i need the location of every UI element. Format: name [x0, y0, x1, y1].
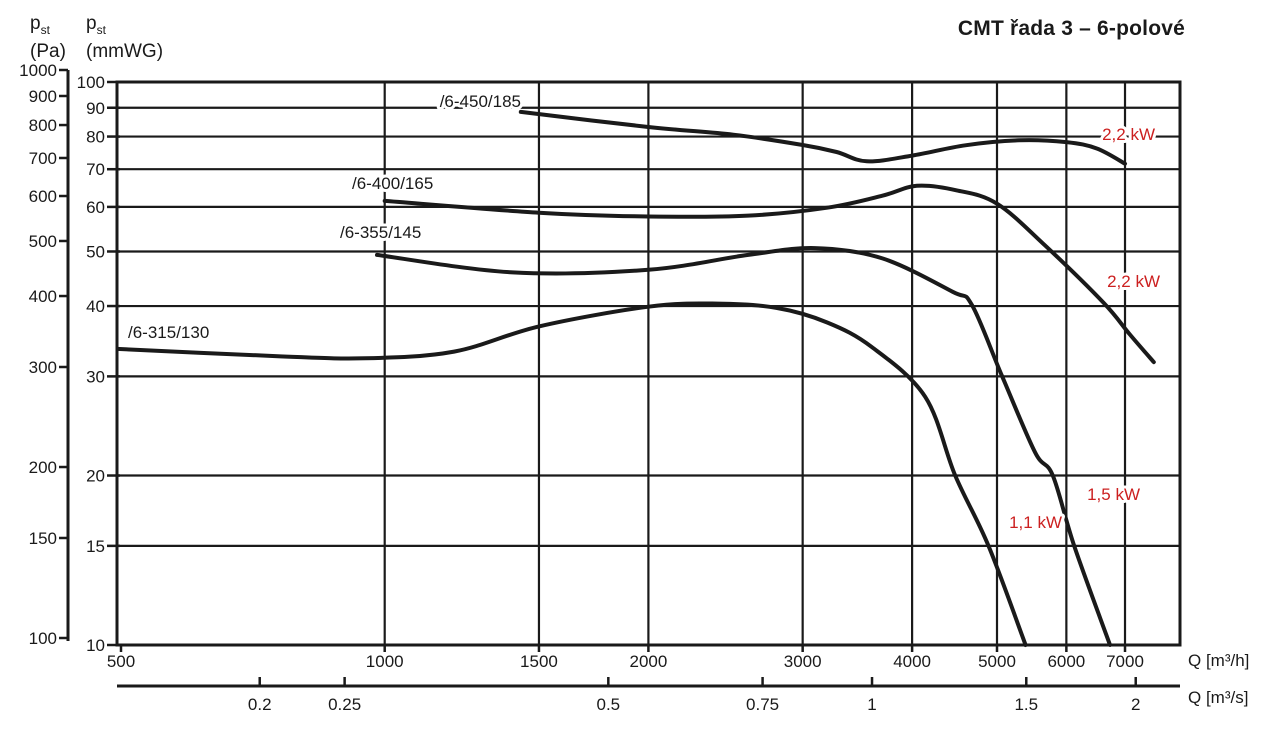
x-tick-label: 2000 — [629, 652, 667, 671]
pa-axis-unit: (Pa) — [30, 40, 66, 62]
mmwg-axis-symbol: pst — [86, 13, 106, 37]
x2-tick-label: 0.25 — [328, 695, 361, 714]
fan-curve-label: /6-355/145 — [340, 223, 421, 242]
mmwg-tick-label: 10 — [86, 636, 105, 655]
pa-axis-symbol: pst — [30, 13, 50, 37]
pa-tick-label: 100 — [29, 629, 57, 648]
x-tick-label: 3000 — [784, 652, 822, 671]
mmwg-tick-label: 50 — [86, 242, 105, 261]
x-tick-label: 1000 — [366, 652, 404, 671]
mmwg-tick-label: 100 — [77, 73, 105, 92]
x2-axis-label: Q [m³/s] — [1188, 688, 1248, 707]
x-tick-label: 5000 — [978, 652, 1016, 671]
power-label: 2,2 kW — [1102, 125, 1155, 144]
mmwg-tick-label: 60 — [86, 198, 105, 217]
pa-tick-label: 300 — [29, 358, 57, 377]
pa-tick-label: 500 — [29, 232, 57, 251]
pa-tick-label: 900 — [29, 87, 57, 106]
fan-curve — [382, 183, 1156, 365]
mmwg-tick-label: 15 — [86, 537, 105, 556]
chart-title: CMT řada 3 – 6-polové — [957, 17, 1185, 40]
x-tick-label: 6000 — [1047, 652, 1085, 671]
x-axis-label: Q [m³/h] — [1188, 651, 1249, 670]
mmwg-tick-label: 80 — [86, 128, 105, 147]
x2-tick-label: 1 — [867, 695, 876, 714]
x-tick-label: 7000 — [1106, 652, 1144, 671]
pa-tick-label: 400 — [29, 287, 57, 306]
pa-tick-label: 200 — [29, 458, 57, 477]
mmwg-tick-label: 20 — [86, 467, 105, 486]
pa-axis-header: pst (Pa) — [30, 13, 66, 62]
pa-tick-label: 800 — [29, 116, 57, 135]
power-label: 1,1 kW — [1009, 513, 1062, 532]
pa-tick-label: 1000 — [19, 61, 57, 80]
power-label: 1,5 kW — [1087, 485, 1140, 504]
fan-curve — [375, 246, 1112, 647]
x-tick-label: 4000 — [893, 652, 931, 671]
pa-tick-label: 600 — [29, 187, 57, 206]
fan-curve-label: /6-315/130 — [128, 323, 209, 342]
mmwg-tick-label: 70 — [86, 160, 105, 179]
pa-tick-label: 150 — [29, 529, 57, 548]
mmwg-tick-label: 40 — [86, 297, 105, 316]
mmwg-axis-header: pst (mmWG) — [86, 13, 163, 62]
fan-curve-label: /6-400/165 — [352, 174, 433, 193]
mmwg-axis-unit: (mmWG) — [86, 40, 164, 62]
x2-tick-label: 0.5 — [597, 695, 621, 714]
x2-tick-label: 0.75 — [746, 695, 779, 714]
x-tick-label: 1500 — [520, 652, 558, 671]
mmwg-tick-label: 30 — [86, 367, 105, 386]
x2-tick-label: 2 — [1131, 695, 1140, 714]
pa-tick-label: 700 — [29, 149, 57, 168]
x2-tick-label: 1.5 — [1014, 695, 1038, 714]
fan-curve — [117, 301, 1028, 647]
power-label: 2,2 kW — [1107, 272, 1160, 291]
x2-tick-label: 0.2 — [248, 695, 272, 714]
fan-curve — [518, 109, 1127, 166]
x-tick-label: 500 — [107, 652, 135, 671]
fan-curve-label: /6-450/185 — [440, 92, 521, 111]
mmwg-tick-label: 90 — [86, 99, 105, 118]
